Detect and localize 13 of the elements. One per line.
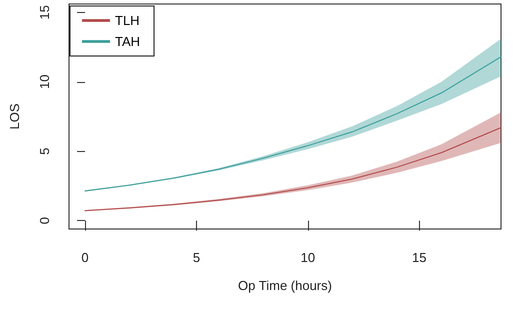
x-tick-label: 15 xyxy=(412,250,426,265)
x-tick-label: 5 xyxy=(192,250,200,265)
legend-label: TAH xyxy=(115,34,140,49)
x-tick-label: 10 xyxy=(300,250,316,265)
legend-label: TLH xyxy=(115,13,140,28)
y-tick-label: 15 xyxy=(37,5,52,20)
y-axis-title: LOS xyxy=(7,103,22,130)
line-series xyxy=(84,127,502,212)
y-tick-label: 0 xyxy=(37,217,52,224)
y-tick-label: 5 xyxy=(37,148,52,155)
y-tick-label: 10 xyxy=(37,74,52,90)
x-axis-title: Op Time (hours) xyxy=(238,278,332,293)
x-tick-label: 0 xyxy=(81,250,89,265)
